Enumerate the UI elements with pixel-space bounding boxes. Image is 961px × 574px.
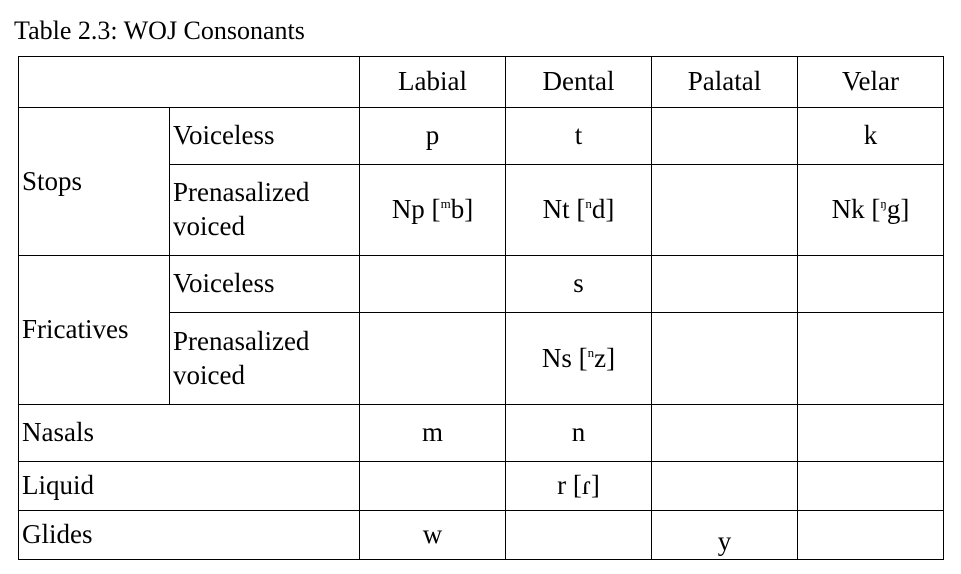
row-label-stops-prenasalized: Prenasalized voiced [169,164,360,256]
column-header-labial: Labial [359,56,506,108]
cell-glides-velar [797,510,944,560]
superscript: m [440,196,451,212]
row-label-fricatives-voiceless: Voiceless [169,255,360,313]
row-label-liquid: Liquid [18,461,360,511]
phoneme: Nt [ [542,194,586,225]
cell-glides-palatal: y [651,510,798,560]
superscript: n [585,196,592,212]
cell-fricatives-voiceless-velar [797,255,944,313]
cell-fricatives-voiceless-palatal [651,255,798,313]
row-group-fricatives: Fricatives [18,255,170,405]
cell-fricatives-prenasalized-palatal [651,312,798,405]
cell-nasals-palatal [651,404,798,462]
cell-fricatives-prenasalized-velar [797,312,944,405]
superscript: n [587,344,595,360]
table-row: Glides w y [18,510,944,560]
phoneme-tail: b] [450,194,474,225]
label-line-1: Prenasalized [173,177,310,208]
consonant-table: Labial Dental Palatal Velar Stops Voicel… [18,56,944,560]
column-header-dental: Dental [505,56,652,108]
cell-stops-prenasalized-labial: Np [mb] [359,164,506,256]
cell-liquid-palatal [651,461,798,511]
cell-liquid-dental: r [ɾ] [505,461,652,511]
cell-stops-prenasalized-velar: Nk [ŋg] [797,164,944,256]
superscript: ŋ [880,196,887,212]
cell-nasals-labial: m [359,404,506,462]
phoneme: Ns [ [541,342,588,373]
label-line-2: voiced [173,359,245,390]
table-row: Prenasalized voiced Np [mb] Nt [nd] Nk [ŋ… [19,164,944,256]
cell-stops-voiceless-labial: p [359,107,506,165]
cell-glides-labial: w [359,510,506,560]
label-line-2: voiced [173,211,245,241]
cell-nasals-velar [797,404,944,462]
row-group-stops: Stops [18,107,170,256]
label-line-1: Prenasalized [173,325,310,356]
table-row: Liquid r [ɾ] [18,461,944,511]
table-caption: Table 2.3: WOJ Consonants [14,16,305,45]
cell-stops-voiceless-palatal [651,107,798,165]
cell-nasals-dental: n [505,404,652,462]
table-row: Nasals m n [18,404,944,462]
column-header-velar: Velar [797,56,944,108]
row-label-fricatives-prenasalized: Prenasalized voiced [169,312,360,405]
table-row: Stops Voiceless p t k [18,107,944,256]
cell-fricatives-prenasalized-labial [359,312,506,405]
table-row: Fricatives Voiceless s [18,255,944,405]
cell-liquid-velar [797,461,944,511]
header-row: Labial Dental Palatal Velar [18,56,944,108]
cell-fricatives-voiceless-dental: s [505,255,652,313]
phoneme: Np [ [391,194,441,225]
row-label-stops-voiceless: Voiceless [169,107,360,165]
phoneme-tail: d] [591,194,615,225]
cell-liquid-labial [359,461,506,511]
row-label-nasals: Nasals [18,404,360,462]
row-label-glides: Glides [18,510,360,560]
column-header-palatal: Palatal [651,56,798,108]
cell-stops-prenasalized-palatal [651,164,798,256]
corner-cell [18,56,360,108]
phoneme-tail: g] [886,194,910,225]
phoneme-tail: z] [594,342,616,373]
table-row: Prenasalized voiced Ns [nz] [19,312,944,405]
cell-fricatives-prenasalized-dental: Ns [nz] [505,312,652,405]
phoneme: Nk [ [831,194,881,225]
cell-fricatives-voiceless-labial [359,255,506,313]
cell-stops-prenasalized-dental: Nt [nd] [505,164,652,256]
cell-glides-dental [505,510,652,560]
cell-stops-voiceless-dental: t [505,107,652,165]
cell-stops-voiceless-velar: k [797,107,944,165]
